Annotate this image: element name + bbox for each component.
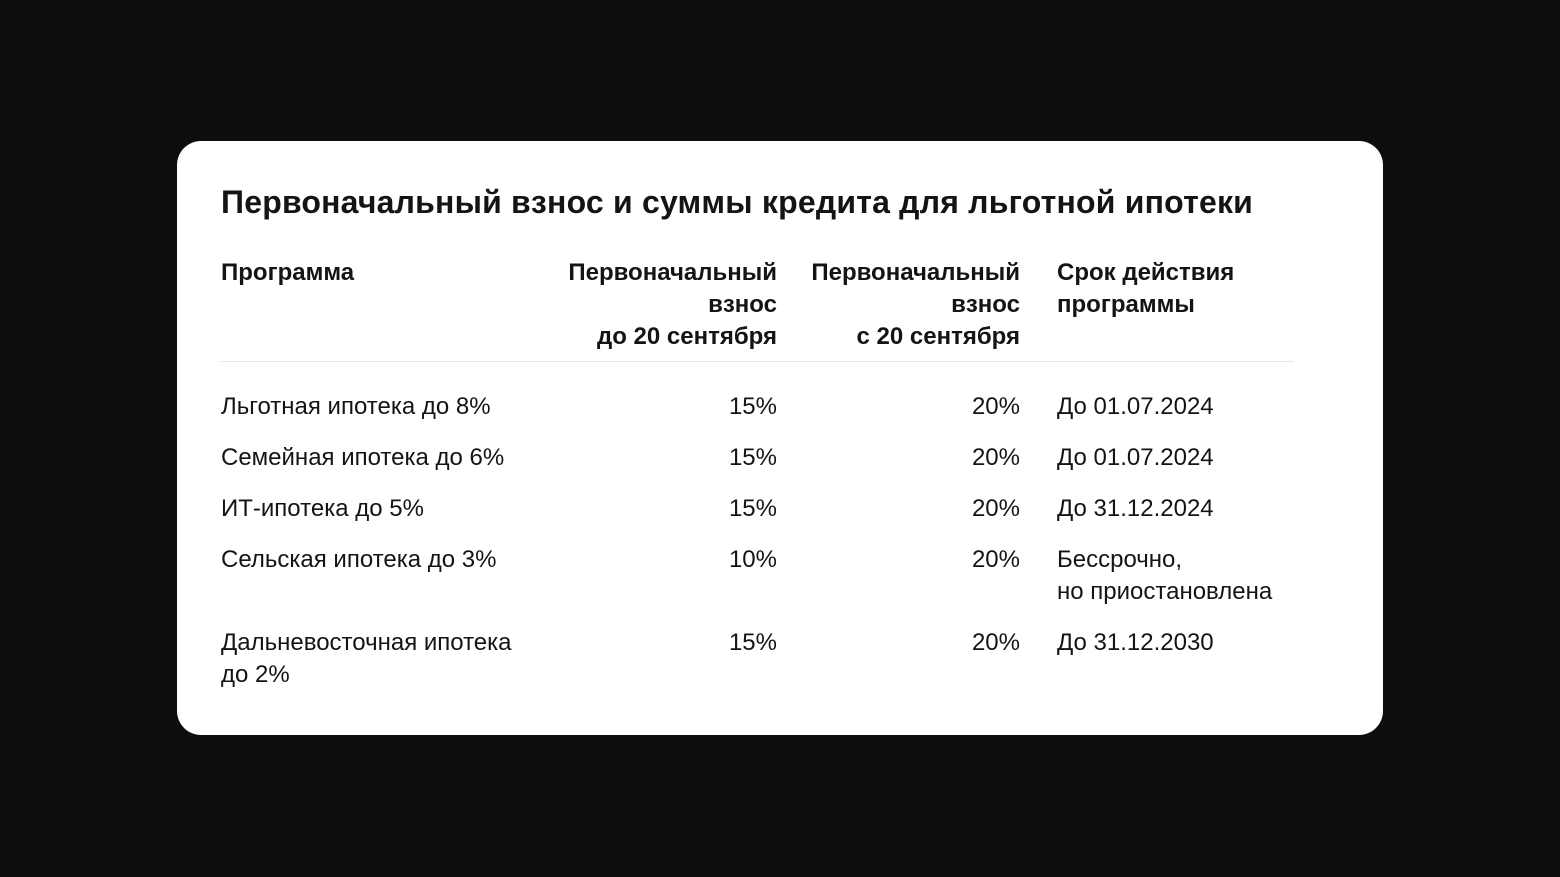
cell-program: Семейная ипотека до 6%: [221, 444, 505, 471]
header-divider: [221, 361, 1294, 362]
header-cell-program: Программа: [221, 259, 355, 286]
table-row: ИТ-ипотека до 5% 15% 20% До 31.12.2024: [221, 493, 1294, 525]
header-cell-validity: Срок действия программы: [1057, 259, 1235, 318]
cell-downpayment-before: 10%: [728, 546, 777, 573]
mortgage-table: Программа Первоначальный взнос до 20 сен…: [221, 257, 1294, 691]
cell-downpayment-after: 20%: [971, 495, 1020, 522]
header-cell-downpayment-before: Первоначальный взнос до 20 сентября: [568, 259, 777, 350]
cell-validity: До 01.07.2024: [1057, 444, 1214, 471]
cell-downpayment-after: 20%: [971, 546, 1020, 573]
cell-validity: До 01.07.2024: [1057, 393, 1214, 420]
table-header-row: Программа Первоначальный взнос до 20 сен…: [221, 257, 1294, 353]
table-row: Семейная ипотека до 6% 15% 20% До 01.07.…: [221, 442, 1294, 474]
table-row: Сельская ипотека до 3% 10% 20% Бессрочно…: [221, 544, 1294, 608]
cell-downpayment-after: 20%: [971, 629, 1020, 656]
cell-downpayment-before: 15%: [728, 444, 777, 471]
cell-program: Дальневосточная ипотека до 2%: [221, 629, 512, 688]
cell-downpayment-after: 20%: [971, 444, 1020, 471]
cell-downpayment-before: 15%: [728, 629, 777, 656]
card-title: Первоначальный взнос и суммы кредита для…: [221, 184, 1254, 220]
cell-downpayment-before: 15%: [728, 393, 777, 420]
table-row: Дальневосточная ипотека до 2% 15% 20% До…: [221, 627, 1294, 691]
table-row: Льготная ипотека до 8% 15% 20% До 01.07.…: [221, 391, 1294, 423]
cell-validity: До 31.12.2030: [1057, 629, 1214, 656]
header-cell-downpayment-after: Первоначальный взнос с 20 сентября: [811, 259, 1020, 350]
cell-validity: Бессрочно, но приостановлена: [1057, 546, 1273, 605]
cell-program: Льготная ипотека до 8%: [221, 393, 491, 420]
cell-program: Сельская ипотека до 3%: [221, 546, 497, 573]
cell-validity: До 31.12.2024: [1057, 495, 1214, 522]
cell-downpayment-after: 20%: [971, 393, 1020, 420]
cell-downpayment-before: 15%: [728, 495, 777, 522]
cell-program: ИТ-ипотека до 5%: [221, 495, 424, 522]
mortgage-table-card: Первоначальный взнос и суммы кредита для…: [177, 141, 1383, 735]
